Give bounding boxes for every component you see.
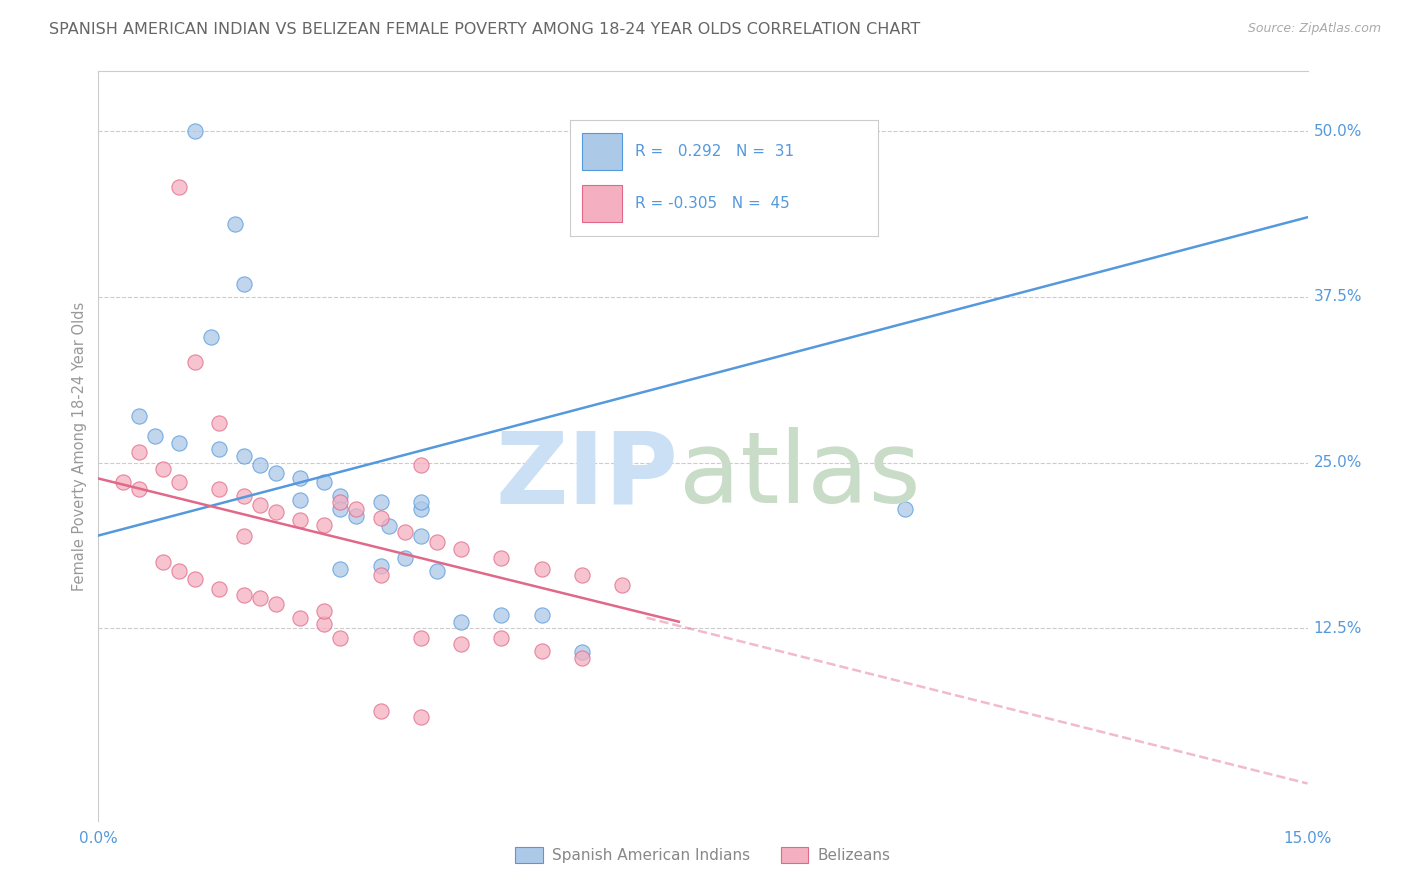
Text: 50.0%: 50.0% [1313, 123, 1362, 138]
Point [128, 482, 150, 496]
Point [370, 511, 392, 525]
Point [314, 475, 336, 490]
Point [344, 502, 367, 516]
Point [152, 462, 174, 476]
Point [208, 442, 231, 457]
Point [491, 608, 513, 623]
Point [288, 492, 311, 507]
Point [450, 541, 472, 556]
Point [288, 611, 311, 625]
Point [491, 631, 513, 645]
Point [377, 519, 399, 533]
Point [409, 528, 432, 542]
Point [426, 564, 449, 578]
Text: ZIP: ZIP [496, 427, 679, 524]
Point [329, 495, 352, 509]
Point [167, 179, 190, 194]
Point [152, 555, 174, 569]
Point [571, 568, 593, 582]
Point [893, 502, 915, 516]
Point [232, 588, 254, 602]
Point [232, 449, 254, 463]
Point [394, 551, 416, 566]
Point [200, 329, 222, 343]
Point [249, 591, 271, 605]
Point [450, 615, 472, 629]
Point [409, 710, 432, 724]
Point [612, 577, 634, 591]
Point [370, 704, 392, 718]
Point [208, 582, 231, 596]
Point [208, 416, 231, 430]
Text: 37.5%: 37.5% [1313, 289, 1362, 304]
Point [329, 489, 352, 503]
Point [329, 631, 352, 645]
Point [344, 508, 367, 523]
Point [409, 495, 432, 509]
Text: Source: ZipAtlas.com: Source: ZipAtlas.com [1247, 22, 1381, 36]
Point [264, 466, 287, 480]
Text: SPANISH AMERICAN INDIAN VS BELIZEAN FEMALE POVERTY AMONG 18-24 YEAR OLDS CORRELA: SPANISH AMERICAN INDIAN VS BELIZEAN FEMA… [49, 22, 921, 37]
Point [329, 502, 352, 516]
Text: 25.0%: 25.0% [1313, 455, 1362, 470]
Point [426, 535, 449, 549]
Point [409, 631, 432, 645]
Point [409, 502, 432, 516]
Point [128, 445, 150, 459]
Point [167, 564, 190, 578]
Point [184, 355, 207, 369]
Point [370, 495, 392, 509]
Point [249, 458, 271, 473]
Point [111, 475, 134, 490]
Point [128, 409, 150, 424]
Point [530, 562, 553, 576]
Point [232, 528, 254, 542]
Point [491, 551, 513, 566]
Text: 15.0%: 15.0% [1284, 831, 1331, 847]
Point [184, 572, 207, 586]
Point [232, 277, 254, 291]
Point [314, 617, 336, 632]
Point [530, 608, 553, 623]
Point [167, 435, 190, 450]
Y-axis label: Female Poverty Among 18-24 Year Olds: Female Poverty Among 18-24 Year Olds [72, 301, 87, 591]
Point [143, 429, 166, 443]
Point [224, 217, 246, 231]
Point [370, 568, 392, 582]
Point [314, 604, 336, 618]
Point [409, 458, 432, 473]
Point [530, 644, 553, 658]
Point [571, 650, 593, 665]
Text: atlas: atlas [679, 427, 921, 524]
Point [571, 645, 593, 659]
Point [329, 562, 352, 576]
Point [249, 498, 271, 512]
Point [208, 482, 231, 496]
Point [232, 489, 254, 503]
Text: 12.5%: 12.5% [1313, 621, 1362, 636]
Point [288, 513, 311, 527]
Point [370, 559, 392, 574]
Point [264, 505, 287, 519]
Point [167, 475, 190, 490]
Point [288, 471, 311, 485]
Point [450, 637, 472, 651]
Point [184, 124, 207, 138]
Point [314, 517, 336, 532]
Point [264, 598, 287, 612]
Point [394, 524, 416, 539]
Text: 0.0%: 0.0% [79, 831, 118, 847]
Legend: Spanish American Indians, Belizeans: Spanish American Indians, Belizeans [509, 841, 897, 869]
